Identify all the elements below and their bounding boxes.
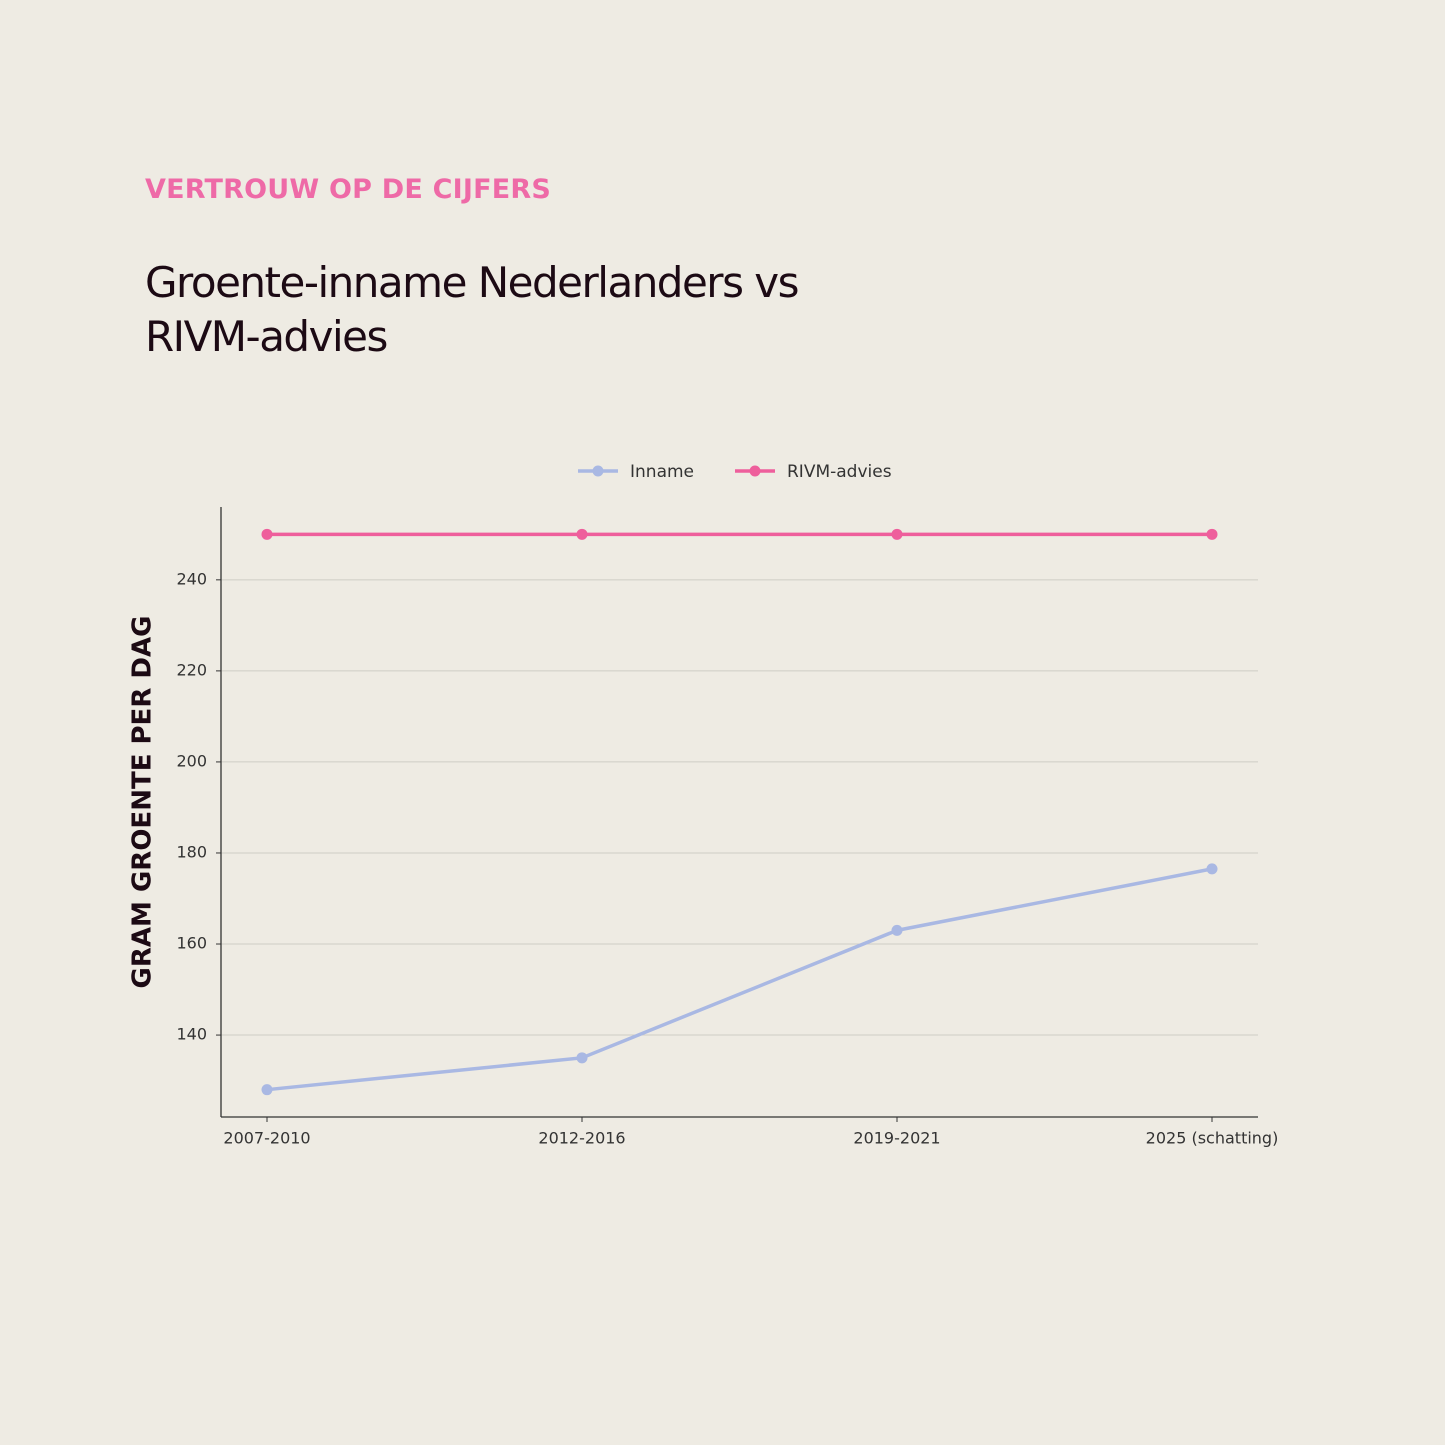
legend-label: Inname	[630, 462, 694, 482]
point	[261, 528, 273, 540]
y-tick-label: 240	[176, 569, 207, 588]
point	[261, 1084, 273, 1096]
legend-marker	[749, 465, 761, 477]
point	[1206, 863, 1218, 875]
y-tick-label: 200	[176, 751, 207, 770]
y-tick-label: 140	[176, 1025, 207, 1044]
x-tick-label: 2007-2010	[223, 1129, 310, 1148]
series-line	[266, 867, 1213, 1092]
y-tick-label: 160	[176, 934, 207, 953]
point	[1206, 528, 1218, 540]
legend-label: RIVM-advies	[787, 462, 892, 482]
legend-marker	[592, 465, 604, 477]
y-tick-label: 220	[176, 660, 207, 679]
point	[576, 528, 588, 540]
x-tick-label: 2019-2021	[853, 1129, 940, 1148]
x-tick-label: 2025 (schatting)	[1146, 1129, 1279, 1148]
point	[891, 528, 903, 540]
x-tick-label: 2012-2016	[538, 1129, 625, 1148]
chart-title: Groente-inname Nederlanders vs RIVM-advi…	[145, 258, 800, 361]
point	[891, 924, 903, 936]
point	[576, 1052, 588, 1064]
y-tick-label: 180	[176, 842, 207, 861]
y-axis-label: GRAM GROENTE PER DAG	[128, 616, 158, 989]
kicker: VERTROUW OP DE CIJFERS	[145, 174, 552, 205]
